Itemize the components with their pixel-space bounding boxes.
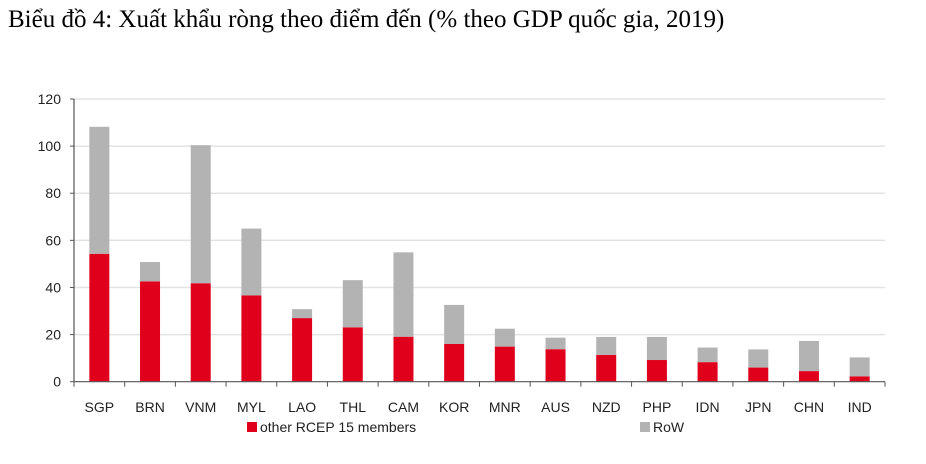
bar-row-thl [342,280,363,328]
bar-rcep-php [646,360,667,382]
x-tick-label: KOR [439,399,469,415]
bar-row-aus [545,337,566,350]
bar-row-cam [393,252,414,337]
bar-row-nzd [596,336,617,355]
x-tick-label: IDN [696,399,720,415]
bar-row-brn [140,262,161,282]
chart-title: Biểu đồ 4: Xuất khẩu ròng theo điểm đến … [8,6,725,33]
legend-marker-rcep [247,422,257,432]
x-tick-label: VNM [185,399,216,415]
bar-rcep-sgp [89,253,110,382]
bar-rcep-vnm [190,283,211,382]
bar-row-lao [292,309,313,319]
bar-row-kor [444,304,465,345]
legend-label: other RCEP 15 members [260,419,416,435]
y-tick-label: 80 [45,185,61,201]
x-tick-label: BRN [135,399,165,415]
bar-rcep-chn [798,371,819,382]
bar-row-sgp [89,126,110,254]
bar-rcep-thl [342,327,363,382]
bar-rcep-aus [545,349,566,382]
bar-row-php [646,336,667,361]
bar-rcep-idn [697,362,718,382]
bar-rcep-mnr [494,346,515,382]
x-tick-label: LAO [288,399,316,415]
x-tick-label: MYL [237,399,266,415]
x-tick-label: CAM [388,399,419,415]
bar-row-chn [798,340,819,372]
x-tick-label: NZD [592,399,621,415]
bar-rcep-ind [849,376,870,382]
bar-rcep-kor [444,344,465,382]
legend-label: RoW [653,419,685,435]
y-tick-label: 60 [45,232,61,248]
bar-rcep-brn [140,281,161,382]
x-tick-label: CHN [794,399,824,415]
x-tick-label: AUS [541,399,570,415]
y-tick-label: 120 [38,91,62,107]
bar-rcep-jpn [748,367,769,382]
x-tick-label: MNR [489,399,521,415]
bar-rcep-cam [393,336,414,382]
legend-marker-row [640,422,650,432]
x-tick-label: SGP [85,399,115,415]
y-tick-label: 20 [45,327,61,343]
x-tick-label: THL [340,399,367,415]
y-tick-label: 40 [45,279,61,295]
x-tick-label: IND [848,399,872,415]
bar-row-vnm [190,145,211,284]
bar-row-mnr [494,328,515,347]
bar-rcep-nzd [596,354,617,382]
y-tick-label: 0 [53,374,61,390]
bar-rcep-lao [292,318,313,382]
bar-row-idn [697,347,718,363]
x-tick-label: JPN [745,399,771,415]
y-tick-label: 100 [38,138,62,154]
bar-rcep-myl [241,295,262,382]
bar-row-ind [849,357,870,377]
bar-row-myl [241,228,262,296]
bar-row-jpn [748,349,769,368]
x-tick-label: PHP [643,399,672,415]
